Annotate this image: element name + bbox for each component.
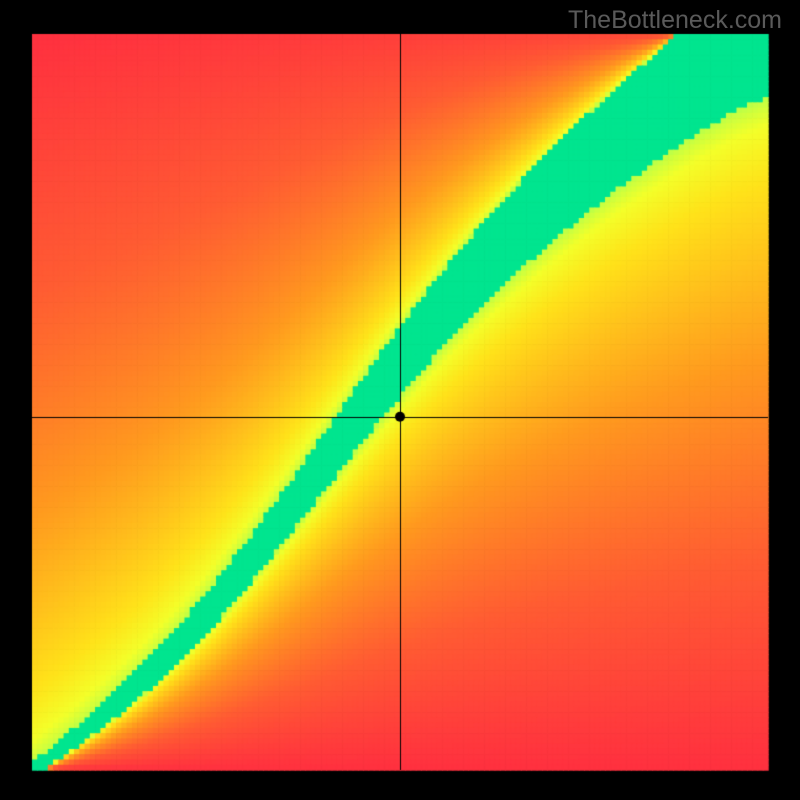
chart-container: TheBottleneck.com	[0, 0, 800, 800]
watermark-text: TheBottleneck.com	[568, 6, 782, 35]
bottleneck-heatmap-canvas	[0, 0, 800, 800]
